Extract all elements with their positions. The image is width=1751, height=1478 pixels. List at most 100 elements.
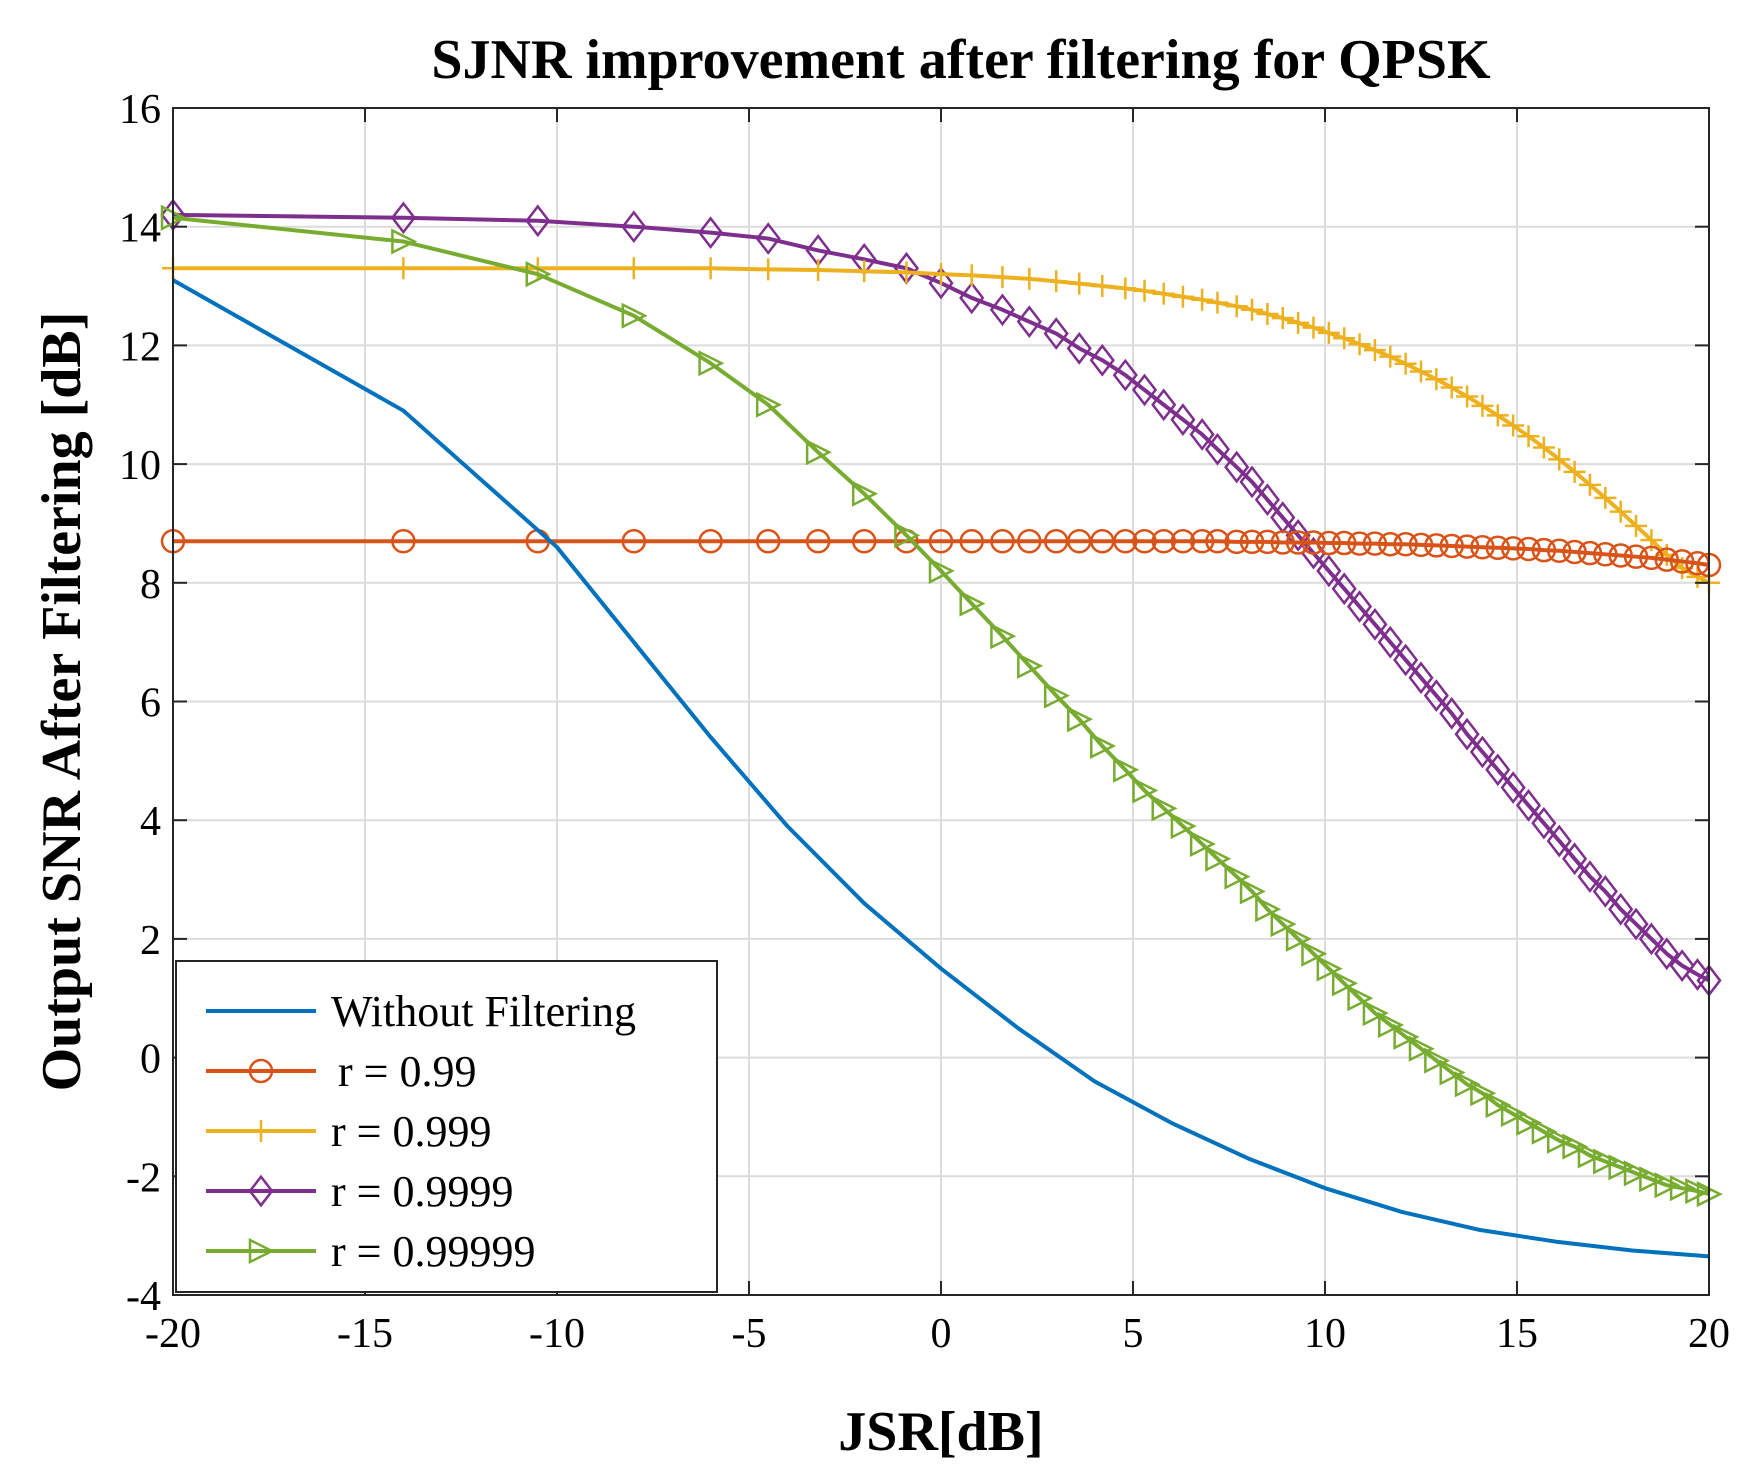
data-point: [1562, 842, 1588, 876]
data-point: [1378, 531, 1403, 557]
data-point: [928, 557, 955, 584]
data-point: [1439, 1059, 1466, 1086]
y-tick-label: -4: [126, 1274, 161, 1320]
legend-entry: r = 0.9999: [206, 1167, 513, 1216]
data-point: [1485, 753, 1511, 787]
data-point: [928, 266, 954, 300]
data-point: [622, 257, 645, 280]
data-point: [621, 302, 648, 329]
series-line: [172, 215, 1710, 1197]
data-point: [757, 258, 780, 281]
legend-marker: [250, 1120, 272, 1142]
data-point: [1170, 813, 1197, 840]
data-point: [853, 260, 876, 283]
data-point: [1131, 373, 1158, 407]
data-point: [1331, 530, 1357, 556]
data-point: [807, 259, 830, 282]
data-point: [621, 210, 647, 244]
data-point: [1317, 321, 1340, 344]
legend-label: r = 0.9999: [331, 1167, 513, 1216]
data-point: [1669, 949, 1695, 982]
data-point: [1224, 863, 1251, 890]
data-point: [1408, 1035, 1435, 1062]
data-point: [1151, 795, 1178, 822]
data-point: [1393, 643, 1419, 677]
data-point: [1454, 534, 1480, 559]
y-tick-label: 16: [119, 87, 161, 133]
data-point: [525, 261, 552, 288]
data-point: [525, 204, 551, 238]
data-point: [1043, 682, 1070, 709]
data-point: [1424, 1047, 1451, 1074]
data-point: [1410, 360, 1432, 383]
data-point: [894, 522, 921, 549]
data-point: [1316, 955, 1343, 982]
data-point: [1639, 545, 1664, 571]
y-tick-label: -2: [126, 1155, 161, 1201]
legend-entry: Without Filtering: [206, 987, 636, 1036]
data-point: [1654, 937, 1680, 971]
legend-marker: [248, 1174, 274, 1208]
data-point: [1255, 529, 1280, 555]
data-point: [1563, 460, 1586, 483]
data-point: [1500, 536, 1526, 561]
data-point: [1638, 922, 1664, 956]
data-point: [1302, 316, 1325, 339]
data-point: [1152, 282, 1175, 305]
data-point: [1654, 1172, 1681, 1199]
data-point: [1502, 414, 1525, 437]
data-point: [1548, 448, 1571, 471]
data-point: [1578, 473, 1601, 496]
data-point: [1331, 572, 1357, 606]
y-tick-label: 10: [119, 443, 161, 489]
data-point: [1623, 907, 1649, 941]
data-point: [1254, 483, 1280, 517]
data-point: [1623, 1160, 1650, 1187]
data-point: [1112, 358, 1138, 392]
x-tick-label: -20: [145, 1311, 201, 1357]
data-point: [1333, 327, 1356, 350]
data-point: [1043, 317, 1069, 350]
data-point: [1470, 534, 1495, 560]
data-point: [1191, 288, 1214, 311]
data-point: [1454, 1071, 1481, 1098]
data-point: [392, 257, 415, 280]
data-point: [1379, 345, 1402, 368]
data-point: [1593, 1148, 1620, 1175]
data-point: [1362, 531, 1388, 556]
data-point: [895, 261, 918, 284]
data-point: [1151, 388, 1177, 422]
x-tick-label: 0: [931, 1311, 952, 1357]
legend-box: [175, 960, 718, 1293]
series-layer: [160, 198, 1723, 1259]
data-point: [1114, 277, 1137, 300]
data-point: [1285, 530, 1311, 555]
x-tick-label: 10: [1304, 1311, 1346, 1357]
data-point: [1301, 530, 1326, 555]
data-point: [1171, 285, 1194, 308]
data-point: [1562, 539, 1587, 565]
data-point: [1362, 607, 1388, 641]
data-point: [698, 529, 723, 554]
data-point: [391, 529, 416, 554]
data-point: [1378, 1011, 1405, 1038]
data-point: [1205, 845, 1232, 872]
data-point: [1090, 732, 1117, 760]
data-point: [1017, 529, 1042, 554]
data-point: [1287, 311, 1310, 334]
data-point: [1577, 1142, 1604, 1169]
x-tick-label: 5: [1123, 1311, 1144, 1357]
data-point: [1517, 425, 1540, 448]
data-point: [1285, 518, 1311, 552]
data-point: [1439, 533, 1464, 559]
data-point: [1189, 830, 1216, 857]
data-point: [391, 228, 418, 255]
data-point: [1271, 307, 1294, 330]
data-point: [851, 480, 878, 507]
data-point: [1608, 892, 1634, 926]
data-point: [1470, 1080, 1497, 1107]
data-point: [1239, 465, 1265, 499]
data-point: [1133, 279, 1156, 302]
data-point: [1377, 625, 1403, 659]
x-axis-label: JSR[dB]: [838, 1401, 1043, 1463]
